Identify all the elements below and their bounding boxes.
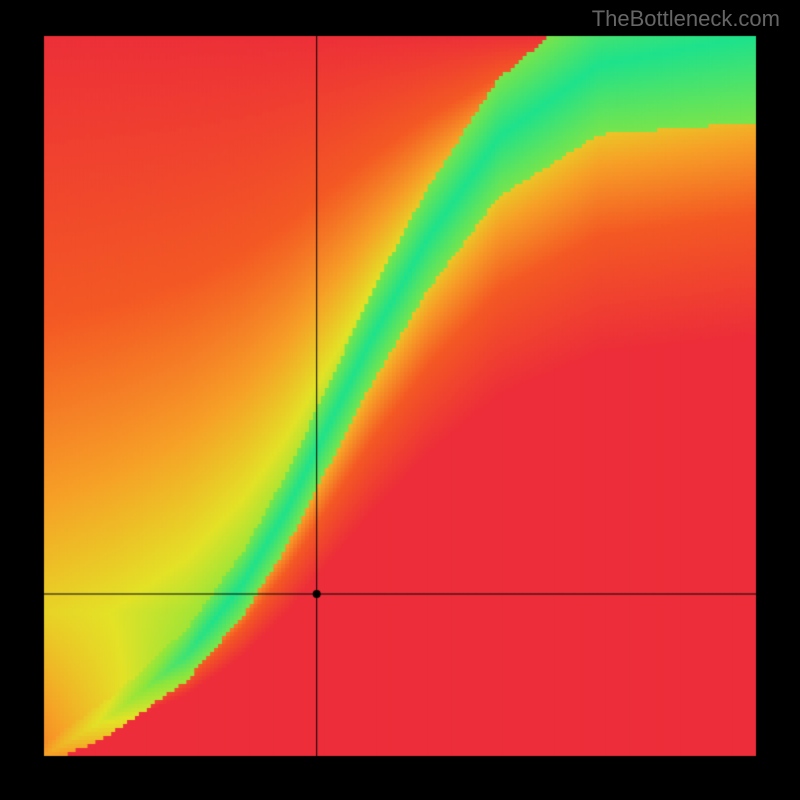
watermark-text: TheBottleneck.com (592, 6, 780, 32)
bottleneck-heatmap (0, 0, 800, 800)
chart-container: TheBottleneck.com (0, 0, 800, 800)
